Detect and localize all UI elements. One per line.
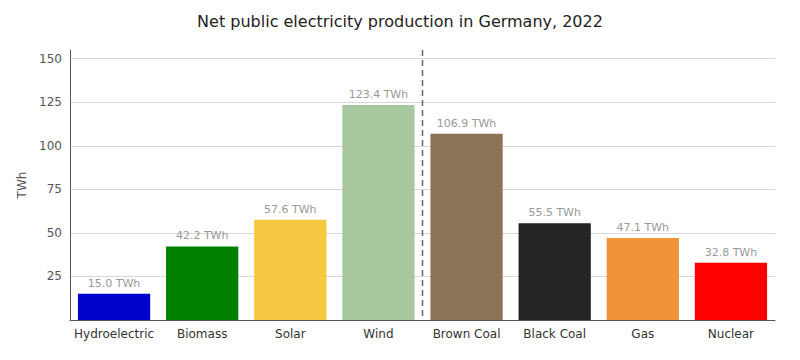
svg-text:Gas: Gas bbox=[631, 327, 654, 341]
svg-text:Nuclear: Nuclear bbox=[708, 327, 754, 341]
svg-text:75: 75 bbox=[47, 182, 62, 196]
svg-text:125: 125 bbox=[39, 95, 62, 109]
svg-text:123.4 TWh: 123.4 TWh bbox=[349, 88, 409, 101]
svg-text:42.2 TWh: 42.2 TWh bbox=[176, 229, 229, 242]
svg-text:Solar: Solar bbox=[275, 327, 306, 341]
svg-text:47.1 TWh: 47.1 TWh bbox=[617, 221, 670, 234]
svg-text:Wind: Wind bbox=[363, 327, 393, 341]
svg-text:15.0 TWh: 15.0 TWh bbox=[88, 277, 141, 290]
svg-text:150: 150 bbox=[39, 52, 62, 66]
svg-text:100: 100 bbox=[39, 139, 62, 153]
svg-text:32.8 TWh: 32.8 TWh bbox=[705, 246, 758, 259]
svg-text:TWh: TWh bbox=[15, 172, 29, 200]
svg-text:Hydroelectric: Hydroelectric bbox=[74, 327, 154, 341]
svg-text:25: 25 bbox=[47, 269, 62, 283]
svg-text:55.5 TWh: 55.5 TWh bbox=[528, 206, 581, 219]
svg-text:50: 50 bbox=[47, 226, 62, 240]
svg-text:106.9 TWh: 106.9 TWh bbox=[437, 117, 497, 130]
svg-text:Brown Coal: Brown Coal bbox=[433, 327, 501, 341]
svg-text:Black Coal: Black Coal bbox=[523, 327, 586, 341]
svg-text:Net public electricity product: Net public electricity production in Ger… bbox=[197, 12, 603, 31]
svg-text:Biomass: Biomass bbox=[177, 327, 227, 341]
svg-text:57.6 TWh: 57.6 TWh bbox=[264, 203, 317, 216]
